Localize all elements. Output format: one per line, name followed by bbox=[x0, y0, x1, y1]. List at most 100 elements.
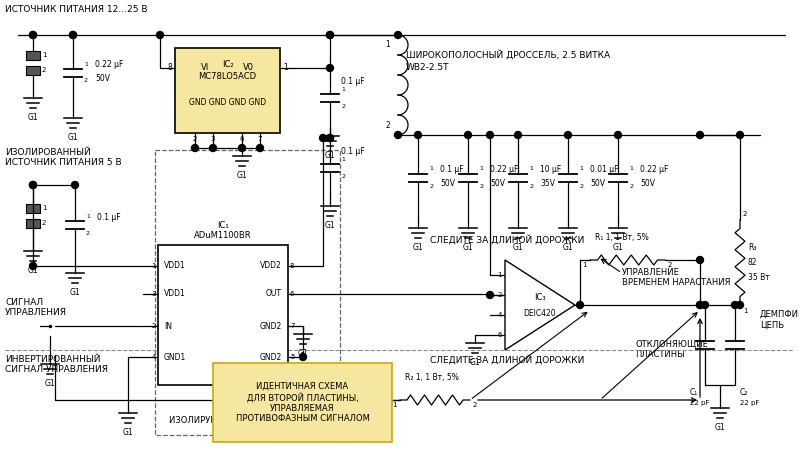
Text: 1: 1 bbox=[42, 205, 46, 211]
Text: 22 pF: 22 pF bbox=[690, 400, 710, 406]
Circle shape bbox=[395, 31, 402, 39]
Text: WB2-2.5T: WB2-2.5T bbox=[406, 63, 450, 72]
Text: 1: 1 bbox=[743, 308, 748, 314]
Text: G1: G1 bbox=[470, 358, 480, 367]
Text: 1: 1 bbox=[84, 61, 88, 66]
Text: 2: 2 bbox=[529, 183, 533, 188]
Text: 1: 1 bbox=[385, 40, 390, 49]
Circle shape bbox=[395, 132, 402, 138]
Text: 1: 1 bbox=[582, 262, 587, 268]
Text: IC₁: IC₁ bbox=[217, 221, 229, 230]
Circle shape bbox=[464, 132, 471, 138]
Text: 50V: 50V bbox=[640, 179, 655, 188]
Text: 0.22 μF: 0.22 μF bbox=[490, 165, 519, 174]
Text: 2: 2 bbox=[341, 104, 345, 109]
Text: 2: 2 bbox=[579, 183, 583, 188]
Text: 2: 2 bbox=[42, 220, 46, 226]
Text: G1: G1 bbox=[324, 151, 336, 160]
Text: G1: G1 bbox=[45, 379, 55, 388]
Text: 3: 3 bbox=[152, 291, 156, 297]
Text: 2: 2 bbox=[479, 183, 483, 188]
Circle shape bbox=[30, 182, 37, 188]
Text: ADuM1100BR: ADuM1100BR bbox=[194, 231, 252, 240]
Text: 2: 2 bbox=[429, 183, 433, 188]
Text: IC₃: IC₃ bbox=[535, 292, 546, 301]
Text: G1: G1 bbox=[123, 428, 133, 437]
Text: 0.1 μF: 0.1 μF bbox=[97, 212, 121, 222]
Text: 2: 2 bbox=[42, 67, 46, 73]
Circle shape bbox=[515, 132, 522, 138]
Text: 8: 8 bbox=[290, 263, 295, 269]
Text: 6: 6 bbox=[290, 291, 295, 297]
Text: 1: 1 bbox=[529, 167, 533, 172]
Text: 1: 1 bbox=[86, 214, 89, 219]
FancyBboxPatch shape bbox=[158, 245, 288, 385]
Text: ОТКЛОНЯЮЩИЕ
ПЛАСТИНЫ: ОТКЛОНЯЮЩИЕ ПЛАСТИНЫ bbox=[635, 340, 708, 360]
Text: 1: 1 bbox=[152, 263, 156, 269]
Circle shape bbox=[238, 144, 245, 152]
Text: G1: G1 bbox=[68, 133, 78, 142]
Text: ИНВЕРТИРОВАННЫЙ
СИГНАЛ УПРАВЛЕНИЯ: ИНВЕРТИРОВАННЫЙ СИГНАЛ УПРАВЛЕНИЯ bbox=[5, 355, 108, 375]
Text: ДЕМПФИРУЮЩАЯ
ЦЕПЬ: ДЕМПФИРУЮЩАЯ ЦЕПЬ bbox=[760, 310, 799, 330]
Circle shape bbox=[327, 64, 333, 71]
Text: 35V: 35V bbox=[540, 179, 555, 188]
Text: 0.1 μF: 0.1 μF bbox=[341, 147, 364, 156]
Text: 1: 1 bbox=[629, 167, 633, 172]
Text: 2: 2 bbox=[385, 121, 390, 130]
Text: 0.1 μF: 0.1 μF bbox=[440, 165, 463, 174]
Text: УПРАВЛЕНИЕ
ВРЕМЕНЕМ НАРАСТАНИЯ: УПРАВЛЕНИЕ ВРЕМЕНЕМ НАРАСТАНИЯ bbox=[622, 268, 730, 287]
Text: G1: G1 bbox=[562, 243, 574, 252]
Text: 0.1 μF: 0.1 μF bbox=[341, 77, 364, 86]
Text: G1: G1 bbox=[513, 243, 523, 252]
Text: ИЗОЛИРОВАННЫЙ
ИСТОЧНИК ПИТАНИЯ 5 В: ИЗОЛИРОВАННЫЙ ИСТОЧНИК ПИТАНИЯ 5 В bbox=[5, 148, 121, 168]
Text: C₂: C₂ bbox=[740, 388, 749, 397]
Text: 1: 1 bbox=[579, 167, 583, 172]
Text: G1: G1 bbox=[28, 113, 38, 122]
Circle shape bbox=[697, 301, 703, 309]
Text: VI: VI bbox=[201, 63, 209, 72]
Circle shape bbox=[487, 132, 494, 138]
Text: 1: 1 bbox=[498, 272, 502, 278]
Circle shape bbox=[70, 31, 77, 39]
Text: 7: 7 bbox=[290, 323, 295, 329]
Circle shape bbox=[192, 144, 198, 152]
Circle shape bbox=[565, 132, 571, 138]
Text: 6: 6 bbox=[498, 332, 502, 338]
Text: 2: 2 bbox=[473, 402, 477, 408]
Text: 50V: 50V bbox=[440, 179, 455, 188]
Circle shape bbox=[30, 31, 37, 39]
Circle shape bbox=[327, 134, 333, 142]
Text: ШИРОКОПОЛОСНЫЙ ДРОССЕЛЬ, 2.5 ВИТКА: ШИРОКОПОЛОСНЫЙ ДРОССЕЛЬ, 2.5 ВИТКА bbox=[406, 50, 610, 60]
Text: G1: G1 bbox=[714, 423, 725, 432]
Text: СЛЕДИТЕ ЗА ДЛИНОЙ ДОРОЖКИ: СЛЕДИТЕ ЗА ДЛИНОЙ ДОРОЖКИ bbox=[430, 235, 584, 245]
Bar bbox=[155, 150, 340, 435]
Text: 2: 2 bbox=[193, 136, 197, 142]
Text: G1: G1 bbox=[413, 243, 423, 252]
Text: G1: G1 bbox=[463, 243, 473, 252]
Text: G1: G1 bbox=[613, 243, 623, 252]
Text: 6: 6 bbox=[240, 136, 244, 142]
Text: G1: G1 bbox=[28, 266, 38, 275]
Circle shape bbox=[30, 182, 37, 188]
Text: R₃: R₃ bbox=[748, 243, 757, 252]
Text: 1: 1 bbox=[392, 402, 397, 408]
Text: ИСТОЧНИК ПИТАНИЯ 12…25 В: ИСТОЧНИК ПИТАНИЯ 12…25 В bbox=[5, 5, 148, 14]
Text: G1: G1 bbox=[70, 288, 81, 297]
Text: 2: 2 bbox=[668, 262, 673, 268]
Circle shape bbox=[327, 31, 333, 39]
Text: 7: 7 bbox=[258, 136, 262, 142]
Text: 82: 82 bbox=[748, 258, 757, 267]
Text: VDD1: VDD1 bbox=[164, 290, 185, 298]
Circle shape bbox=[702, 301, 709, 309]
Circle shape bbox=[697, 257, 703, 263]
Text: ИЗОЛИРУЮЩИЙ БАРЬЕР: ИЗОЛИРУЮЩИЙ БАРЬЕР bbox=[169, 415, 277, 425]
Text: MC78LO5ACD: MC78LO5ACD bbox=[198, 72, 256, 81]
Text: GND2: GND2 bbox=[260, 322, 282, 331]
Polygon shape bbox=[505, 260, 575, 350]
Text: IN: IN bbox=[164, 322, 172, 331]
Circle shape bbox=[256, 144, 264, 152]
Text: 2: 2 bbox=[743, 211, 747, 217]
Bar bbox=[26, 218, 40, 227]
Circle shape bbox=[415, 132, 422, 138]
Text: 50V: 50V bbox=[590, 179, 605, 188]
